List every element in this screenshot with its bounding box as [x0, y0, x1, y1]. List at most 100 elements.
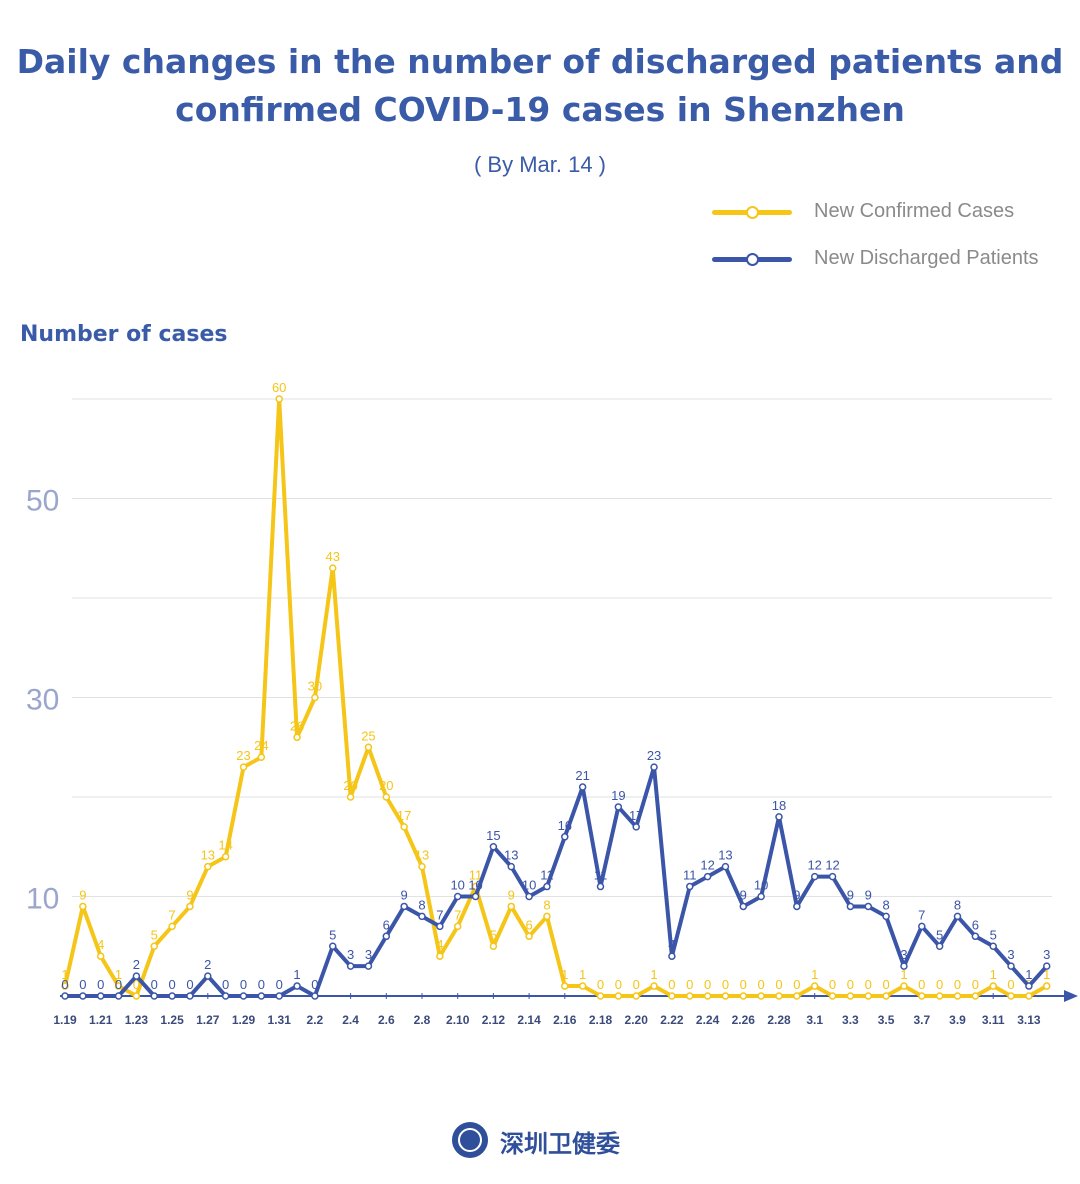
data-label-confirmed-2.16: 1 [561, 967, 568, 982]
data-label-confirmed-2.14: 6 [525, 917, 532, 932]
data-point-confirmed-2.28 [775, 992, 783, 1000]
x-tick-label-1.19: 1.19 [53, 1013, 77, 1027]
data-label-confirmed-1.30: 24 [254, 738, 268, 753]
data-label-confirmed-2.3: 43 [326, 549, 340, 564]
data-point-discharged-2.9 [436, 922, 444, 931]
data-label-confirmed-3.8: 0 [936, 977, 943, 992]
data-label-discharged-2.28: 18 [772, 798, 786, 813]
data-point-confirmed-3.12 [1007, 992, 1015, 1000]
data-point-confirmed-2.10 [453, 922, 462, 931]
data-label-confirmed-1.21: 4 [97, 937, 104, 952]
data-label-confirmed-2.6: 20 [379, 778, 393, 793]
data-point-discharged-2.24 [703, 872, 712, 881]
data-point-confirmed-2.20 [632, 992, 640, 1000]
data-point-confirmed-1.25 [168, 922, 176, 931]
data-point-confirmed-3.11 [989, 982, 997, 990]
data-point-discharged-2.11 [471, 892, 480, 901]
data-point-discharged-1.30 [257, 992, 266, 1000]
data-label-confirmed-3.5: 0 [882, 977, 889, 992]
data-label-discharged-1.22: 0 [115, 977, 122, 992]
data-point-discharged-2.17 [578, 783, 587, 791]
data-point-confirmed-1.19 [61, 982, 69, 990]
data-point-discharged-2.2 [311, 992, 319, 1000]
data-label-discharged-1.23: 2 [133, 957, 140, 972]
data-label-discharged-3.13: 1 [1025, 967, 1032, 982]
data-point-confirmed-3.13 [1025, 992, 1033, 1000]
legend-item-confirmed: New Confirmed Cases [706, 198, 1066, 245]
data-label-confirmed-2.27: 0 [758, 977, 765, 992]
data-point-confirmed-2.2 [311, 693, 319, 702]
data-point-discharged-1.31 [275, 992, 283, 1000]
legend-marker-discharged [746, 253, 759, 266]
data-label-discharged-2.14: 10 [522, 878, 536, 893]
x-tick-label-3.1: 3.1 [806, 1013, 823, 1027]
data-label-discharged-3.9: 8 [954, 897, 961, 912]
data-label-confirmed-1.25: 7 [168, 907, 175, 922]
data-point-discharged-3.4 [864, 902, 872, 911]
x-tick-label-1.25: 1.25 [160, 1013, 184, 1027]
data-point-confirmed-2.13 [507, 902, 515, 911]
data-label-confirmed-2.24: 0 [704, 977, 711, 992]
data-label-discharged-3.6: 3 [900, 947, 907, 962]
x-tick-label-2.8: 2.8 [414, 1013, 431, 1027]
data-label-confirmed-2.13: 9 [508, 887, 515, 902]
data-point-confirmed-2.29 [793, 992, 801, 1000]
x-tick-label-2.6: 2.6 [378, 1013, 395, 1027]
data-label-confirmed-1.31: 60 [272, 380, 286, 395]
data-point-discharged-2.21 [650, 763, 658, 771]
data-point-confirmed-3.3 [846, 992, 855, 1000]
data-label-confirmed-1.24: 5 [151, 927, 158, 942]
x-axis-arrow-icon [1064, 990, 1078, 1002]
x-tick-label-1.31: 1.31 [268, 1013, 292, 1027]
data-point-discharged-2.28 [775, 813, 783, 821]
data-label-confirmed-2.29: 0 [793, 977, 800, 992]
data-point-discharged-2.22 [668, 952, 676, 960]
data-point-confirmed-2.4 [346, 793, 355, 801]
data-label-confirmed-2.21: 1 [650, 967, 657, 982]
data-point-discharged-2.27 [757, 892, 765, 901]
data-point-discharged-1.25 [168, 992, 176, 1000]
data-label-discharged-2.9: 7 [436, 907, 443, 922]
data-label-confirmed-2.19: 0 [615, 977, 622, 992]
data-point-confirmed-2.16 [561, 982, 569, 990]
data-point-confirmed-3.9 [953, 992, 962, 1000]
x-tick-label-2.22: 2.22 [660, 1013, 684, 1027]
data-label-discharged-3.2: 12 [825, 858, 839, 873]
data-label-confirmed-2.5: 25 [361, 728, 375, 743]
x-tick-label-1.27: 1.27 [196, 1013, 220, 1027]
data-point-confirmed-2.5 [364, 743, 373, 751]
data-label-confirmed-2.22: 0 [668, 977, 675, 992]
data-point-confirmed-2.27 [757, 992, 765, 1000]
data-label-discharged-3.8: 5 [936, 927, 943, 942]
data-label-discharged-2.23: 11 [683, 868, 697, 883]
data-label-confirmed-2.26: 0 [740, 977, 747, 992]
data-point-discharged-1.29 [239, 992, 248, 1000]
data-label-confirmed-2.20: 0 [633, 977, 640, 992]
data-point-confirmed-2.19 [614, 992, 623, 1000]
data-point-confirmed-2.12 [489, 942, 498, 950]
data-label-discharged-2.26: 9 [740, 887, 747, 902]
data-label-discharged-3.3: 9 [847, 887, 854, 902]
x-tick-label-2.20: 2.20 [625, 1013, 649, 1027]
x-tick-label-2.14: 2.14 [517, 1013, 541, 1027]
data-point-confirmed-2.8 [418, 862, 426, 871]
data-label-discharged-2.11: 10 [468, 878, 482, 893]
data-label-confirmed-1.23: 0 [133, 977, 140, 992]
data-point-discharged-2.15 [543, 882, 551, 891]
data-label-confirmed-1.28: 14 [218, 838, 232, 853]
data-label-confirmed-1.20: 9 [79, 887, 86, 902]
data-label-discharged-2.19: 19 [611, 788, 625, 803]
data-label-confirmed-3.2: 0 [829, 977, 836, 992]
data-point-confirmed-1.20 [79, 902, 87, 911]
data-label-confirmed-3.11: 1 [990, 967, 997, 982]
data-point-discharged-2.8 [418, 912, 426, 921]
data-point-discharged-3.13 [1025, 982, 1033, 990]
data-point-discharged-2.26 [739, 902, 748, 911]
data-point-confirmed-3.10 [971, 992, 980, 1000]
data-label-discharged-2.21: 23 [647, 748, 661, 763]
data-label-discharged-1.20: 0 [79, 977, 86, 992]
y-tick-label-30: 30 [26, 684, 59, 717]
data-label-discharged-3.14: 3 [1043, 947, 1050, 962]
x-tick-label-2.12: 2.12 [482, 1013, 506, 1027]
